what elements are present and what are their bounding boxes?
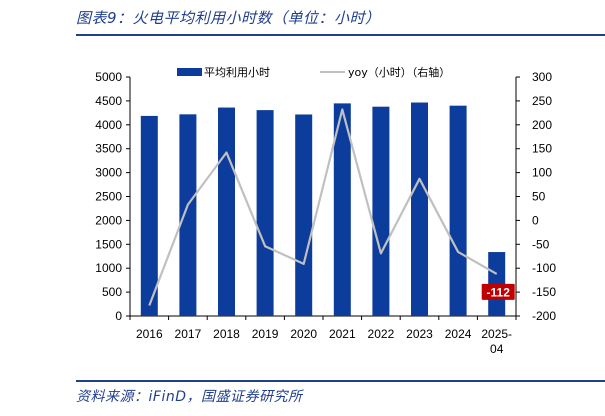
left-tick-label: 500 [102, 285, 122, 299]
right-tick-label: -150 [532, 285, 556, 299]
bar [179, 114, 197, 316]
x-tick-label: 2025- [481, 327, 512, 341]
chart: 0500100015002000250030003500400045005000… [95, 65, 556, 356]
yoy-line [148, 108, 498, 306]
callout-label: -112 [487, 285, 511, 299]
bar [295, 114, 313, 317]
x-tick-label: 2024 [445, 327, 472, 341]
x-tick-label: 2016 [136, 327, 163, 341]
right-tick-label: 250 [532, 94, 552, 108]
left-tick-label: 1500 [95, 237, 122, 251]
page-title: 图表9：火电平均利用小时数（单位：小时） [76, 9, 381, 27]
right-tick-label: 0 [532, 213, 539, 227]
bar [218, 107, 235, 317]
right-tick-label: 50 [532, 190, 546, 204]
left-tick-label: 3500 [95, 142, 122, 156]
left-tick-label: 3000 [95, 166, 122, 180]
right-tick-label: -100 [532, 261, 556, 275]
right-tick-label: 200 [532, 118, 552, 132]
legend-line-label: yoy（小时）（右轴） [348, 65, 450, 79]
callout-badge [481, 283, 515, 300]
legend-bar-label: 平均利用小时 [204, 66, 270, 79]
left-tick-label: 0 [115, 309, 122, 323]
x-tick-label: 2019 [252, 327, 279, 341]
x-tick-label: 2020 [290, 327, 317, 341]
left-tick-label: 5000 [95, 70, 122, 84]
bar [256, 110, 274, 316]
right-tick-label: -50 [532, 237, 550, 251]
right-tick-label: 300 [532, 70, 552, 84]
bar [333, 103, 351, 317]
x-tick-label: 2021 [329, 327, 356, 341]
right-tick-label: 100 [532, 166, 552, 180]
x-tick-label: 2018 [213, 327, 240, 341]
left-tick-label: 2500 [95, 190, 122, 204]
left-tick-label: 2000 [95, 213, 122, 227]
x-tick-label: 2022 [368, 327, 395, 341]
bar [411, 102, 428, 316]
plot-area: 0500100015002000250030003500400045005000… [95, 65, 556, 356]
right-tick-label: 150 [532, 142, 552, 156]
x-tick-label: 04 [490, 342, 504, 356]
left-tick-label: 1000 [95, 261, 122, 275]
left-tick-label: 4000 [95, 118, 122, 132]
source-note: 资料来源：iFinD，国盛证券研究所 [76, 389, 303, 405]
source-divider [76, 380, 605, 382]
legend-bar-swatch [177, 68, 202, 76]
x-tick-label: 2023 [406, 327, 433, 341]
bar [449, 105, 467, 317]
left-tick-label: 4500 [95, 94, 122, 108]
bar [372, 106, 390, 316]
x-tick-label: 2017 [175, 327, 202, 341]
right-tick-label: -200 [532, 309, 556, 323]
title-divider [76, 34, 605, 36]
bar [140, 115, 158, 316]
